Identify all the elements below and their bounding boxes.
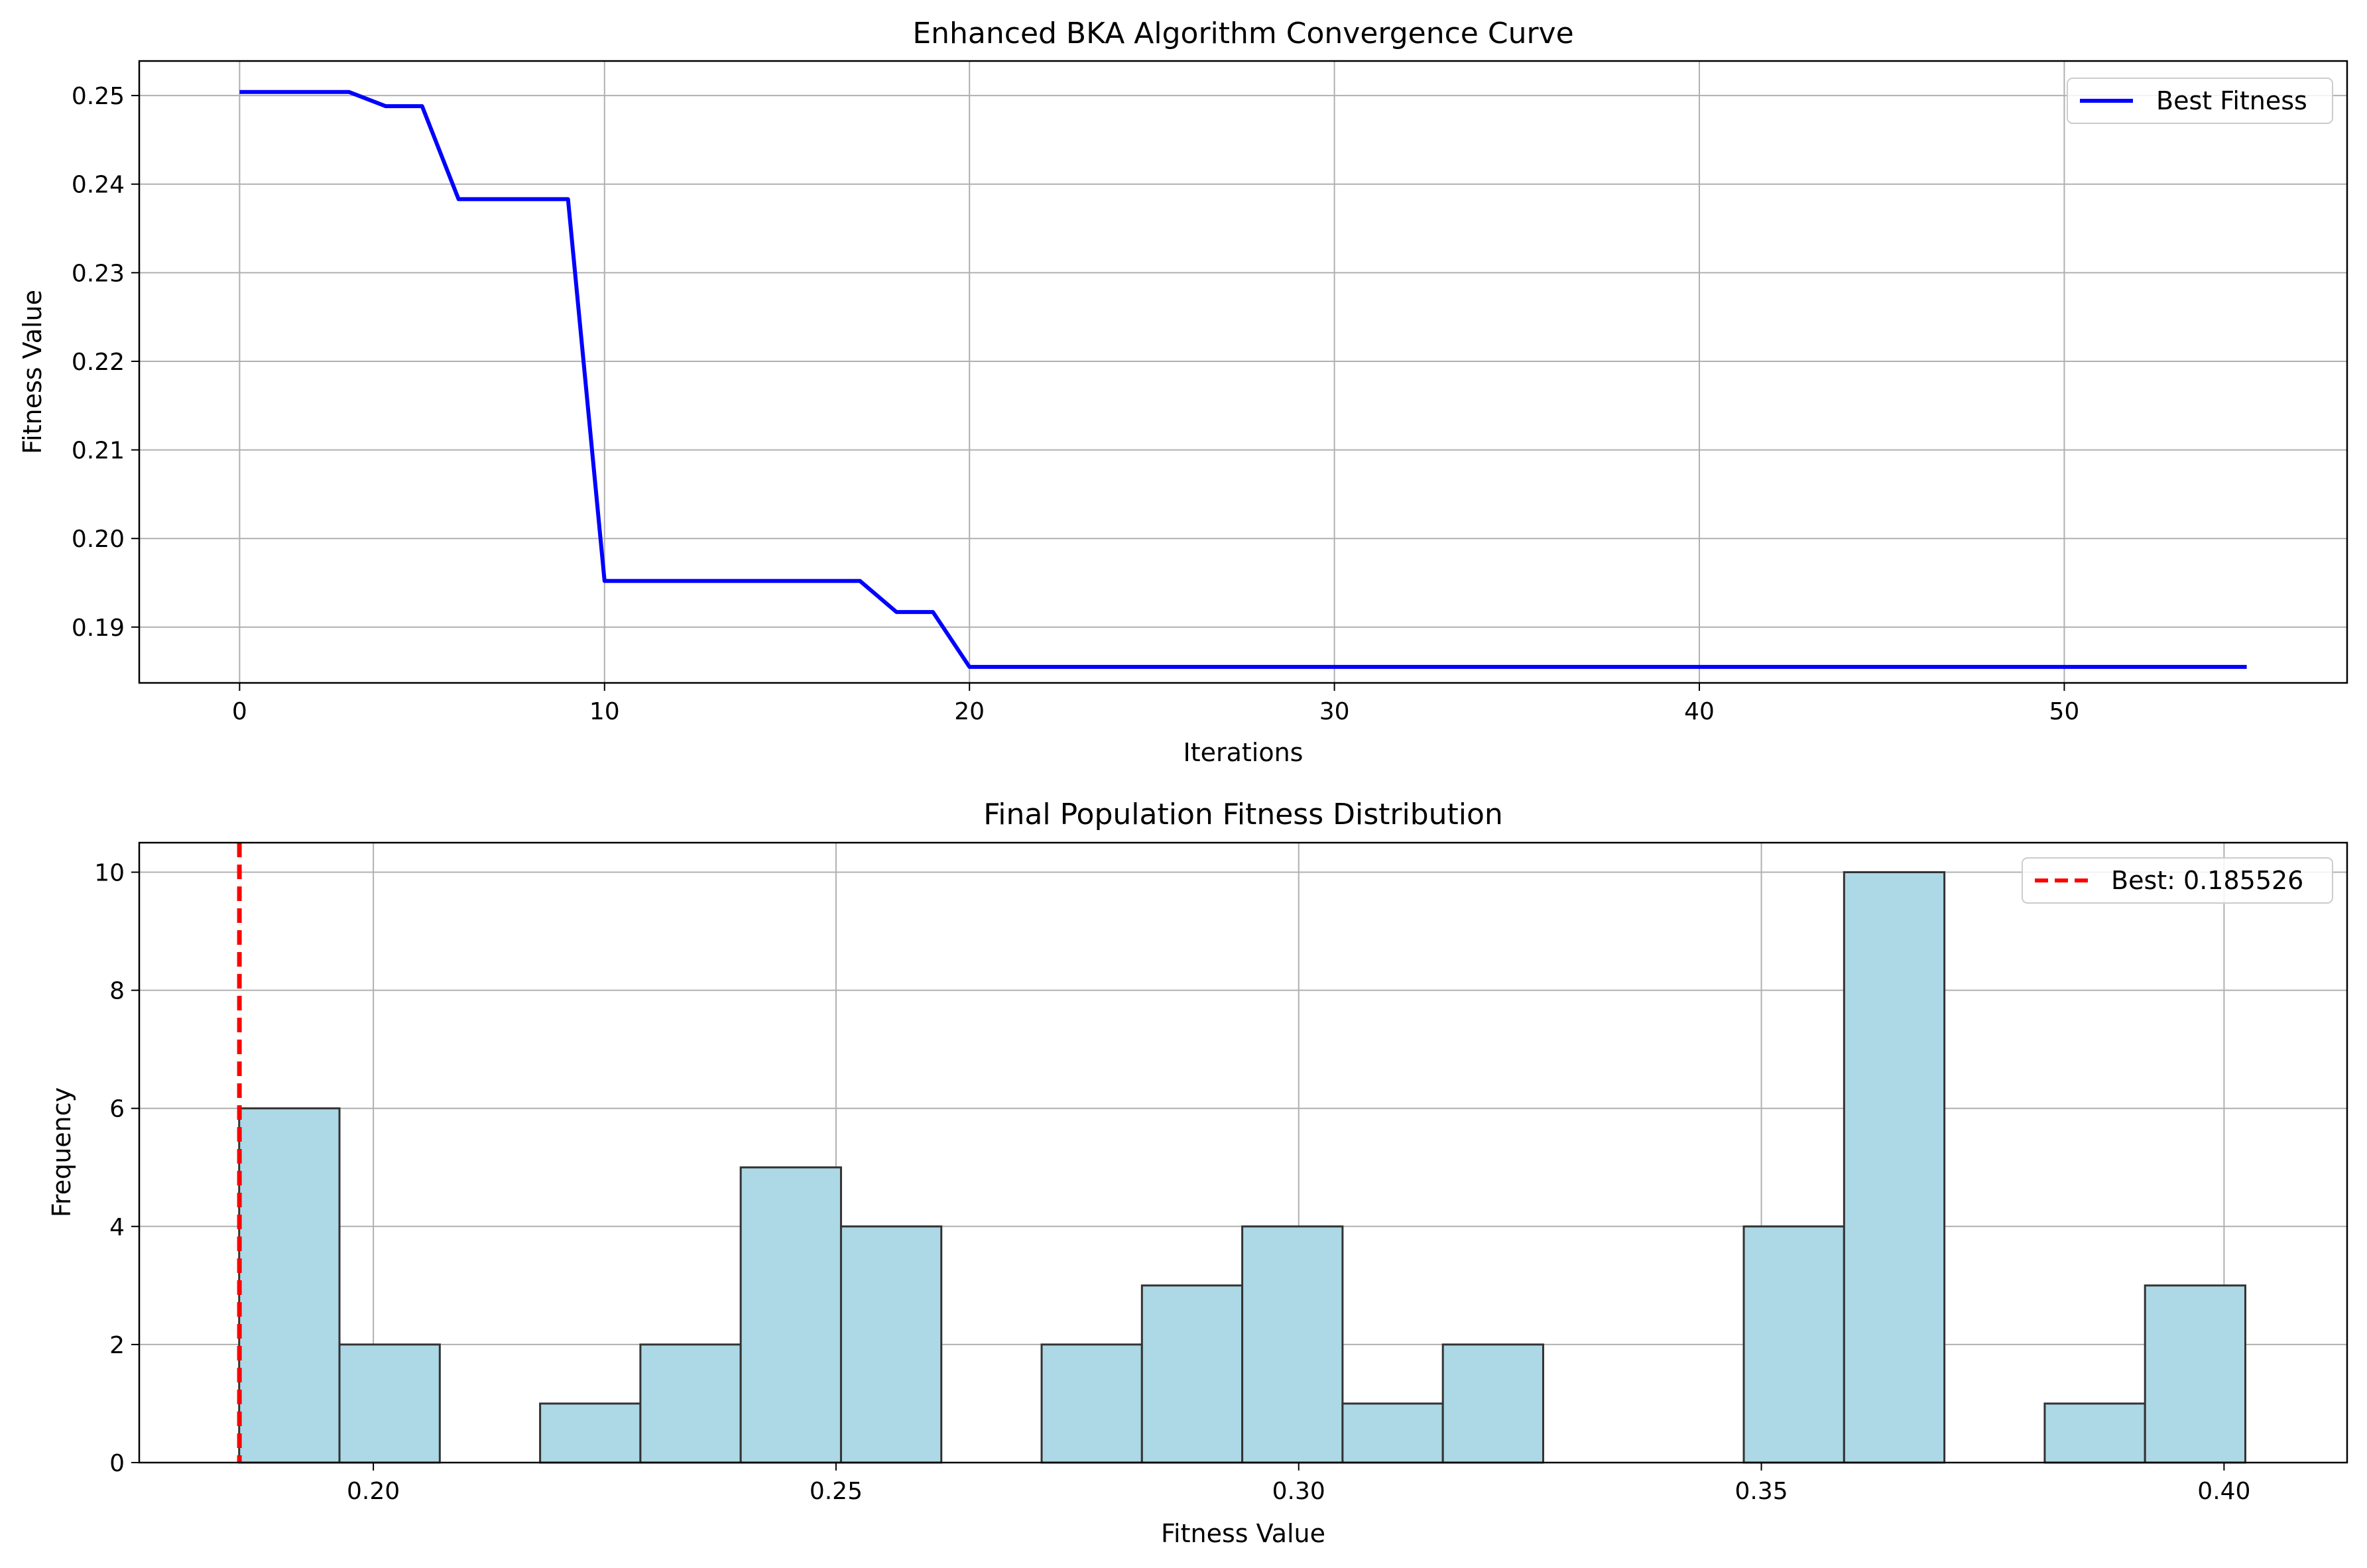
x-tick-label: 0.40 <box>2197 1478 2250 1505</box>
convergence-series <box>239 90 2247 669</box>
distribution-legend-label: Best: 0.185526 <box>2111 866 2303 895</box>
x-tick-label: 30 <box>1319 698 1350 725</box>
y-tick-label: 0 <box>109 1450 125 1477</box>
y-tick-label: 0.21 <box>72 438 125 465</box>
histogram-bar <box>1241 1225 1344 1464</box>
distribution-plot-frame <box>138 841 2348 1464</box>
histogram-bar <box>1140 1284 1244 1464</box>
x-tick-label: 10 <box>589 698 620 725</box>
best-fitness-line <box>239 90 2247 669</box>
histogram-bar <box>1441 1343 1544 1464</box>
histogram-bar <box>539 1402 642 1464</box>
convergence-grid <box>139 61 2347 683</box>
histogram-bar <box>1341 1402 1444 1464</box>
y-tick-label: 0.22 <box>72 349 125 376</box>
y-tick-label: 4 <box>109 1214 125 1241</box>
convergence-legend-label: Best Fitness <box>2156 86 2307 115</box>
x-tick-label: 20 <box>954 698 985 725</box>
histogram-bar <box>1843 871 1946 1464</box>
distribution-x-ticks: 0.20 0.25 0.30 0.35 0.40 <box>347 1463 2250 1505</box>
x-tick-label: 0.20 <box>347 1478 400 1505</box>
distribution-y-ticks: 0 2 4 6 8 10 <box>94 860 139 1477</box>
distribution-y-axis-label: Frequency <box>47 1087 76 1217</box>
y-tick-label: 0.24 <box>72 172 125 199</box>
histogram-bar <box>2043 1402 2146 1464</box>
y-tick-label: 0.25 <box>72 83 125 110</box>
y-tick-label: 10 <box>94 860 125 887</box>
y-tick-label: 0.23 <box>72 260 125 287</box>
convergence-plot-frame <box>138 60 2348 684</box>
distribution-chart: Final Population Fitness Distribution 0.… <box>47 798 2348 1548</box>
x-tick-label: 0 <box>232 698 247 725</box>
convergence-y-ticks: 0.19 0.20 0.21 0.22 0.23 0.24 0.25 <box>72 83 139 642</box>
histogram-bar <box>639 1343 742 1464</box>
y-tick-label: 2 <box>109 1332 125 1359</box>
histogram-bar <box>238 1107 341 1464</box>
convergence-x-axis-label: Iterations <box>1184 738 1304 767</box>
x-tick-label: 50 <box>2049 698 2080 725</box>
convergence-legend: Best Fitness <box>2067 78 2333 124</box>
histogram-bar <box>338 1343 441 1464</box>
convergence-x-ticks: 0 10 20 30 40 50 <box>232 683 2079 725</box>
convergence-title: Enhanced BKA Algorithm Convergence Curve <box>912 17 1573 50</box>
x-tick-label: 40 <box>1684 698 1715 725</box>
distribution-legend-box <box>2022 857 2333 904</box>
y-tick-label: 6 <box>109 1096 125 1123</box>
histogram-bar <box>2144 1284 2246 1464</box>
convergence-chart: Enhanced BKA Algorithm Convergence Curve… <box>18 17 2348 767</box>
y-tick-label: 0.19 <box>72 615 125 642</box>
convergence-y-axis-label: Fitness Value <box>18 290 47 454</box>
distribution-title: Final Population Fitness Distribution <box>983 798 1503 831</box>
x-tick-label: 0.25 <box>810 1478 863 1505</box>
y-tick-label: 8 <box>109 978 125 1005</box>
histogram-bar <box>839 1225 943 1464</box>
x-tick-label: 0.30 <box>1272 1478 1325 1505</box>
histogram-bar <box>1040 1343 1143 1464</box>
histogram-bar <box>1742 1225 1845 1464</box>
histogram-bar <box>739 1166 842 1464</box>
convergence-legend-box <box>2067 78 2333 124</box>
distribution-legend: Best: 0.185526 <box>2022 857 2333 904</box>
y-tick-label: 0.20 <box>72 526 125 553</box>
x-tick-label: 0.35 <box>1734 1478 1788 1505</box>
distribution-x-axis-label: Fitness Value <box>1161 1519 1325 1548</box>
